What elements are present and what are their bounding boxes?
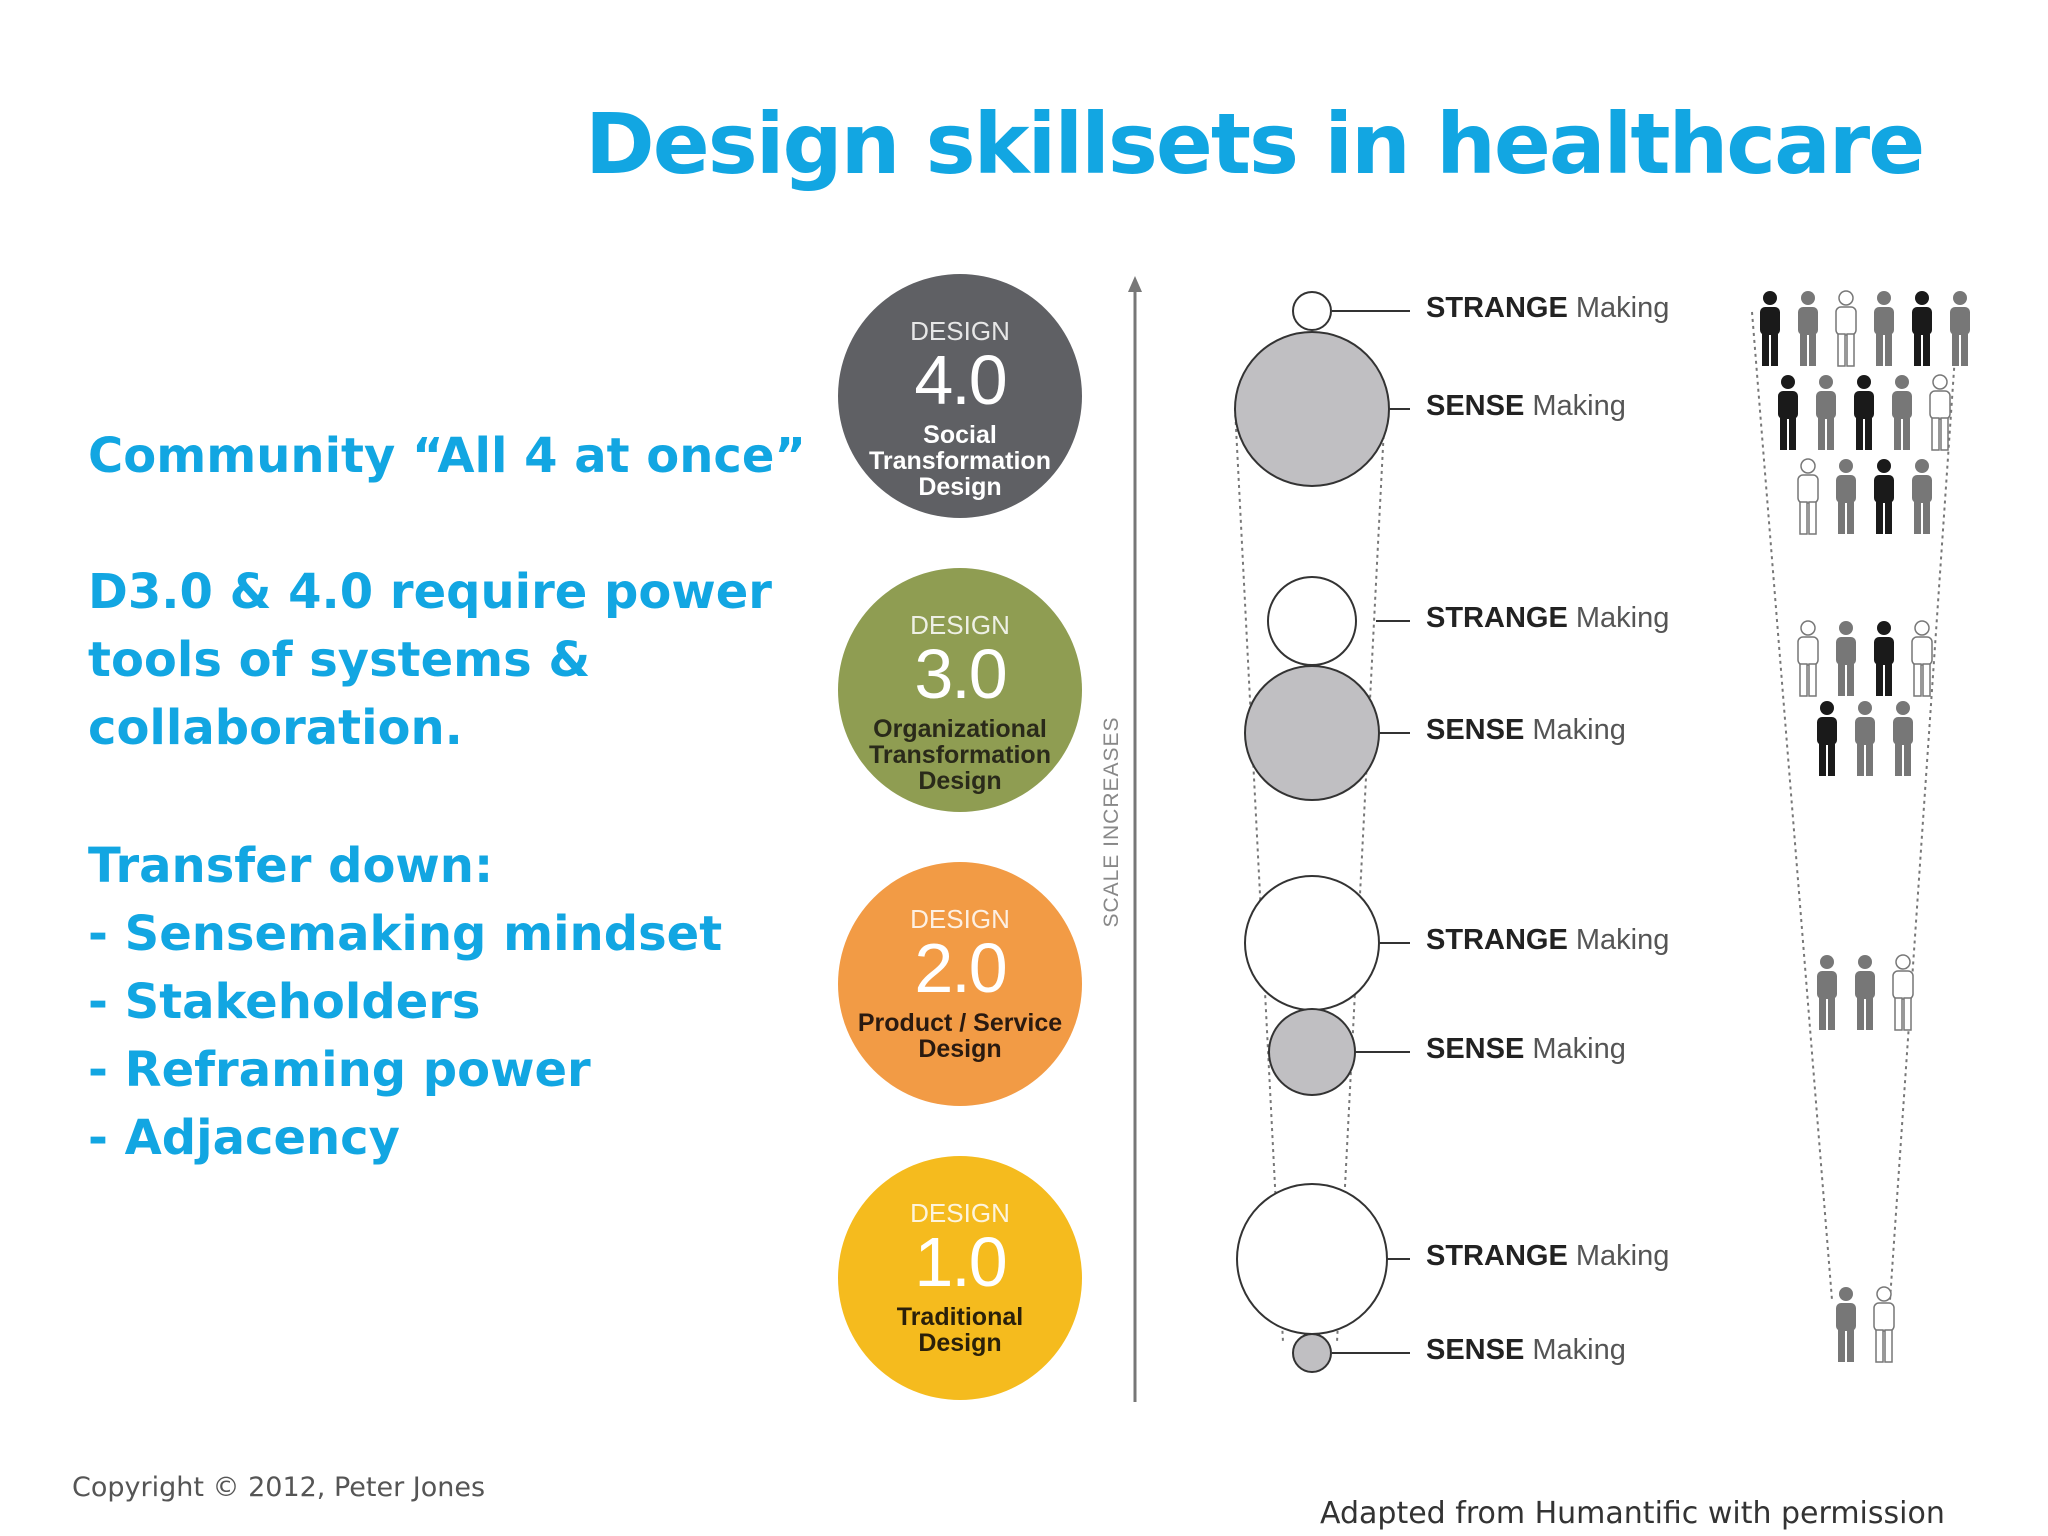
strange-circle-1 — [1236, 1183, 1388, 1335]
strange-circle-2 — [1244, 875, 1380, 1011]
sense-making-label-3: SENSE Making — [1426, 714, 1626, 746]
design-2-circle: DESIGN 2.0 Product / Service Design — [838, 862, 1082, 1106]
strange-making-label-2: STRANGE Making — [1426, 924, 1670, 956]
design-2-label: DESIGN — [910, 904, 1010, 934]
people-group-2 — [1817, 954, 1914, 1031]
design-1-label: DESIGN — [910, 1198, 1010, 1228]
sense-circle-2 — [1268, 1008, 1356, 1096]
bullet-adjacency: - Adjacency — [88, 1110, 400, 1166]
strange-making-label-1: STRANGE Making — [1426, 1240, 1670, 1272]
design-4-subtitle: Social Transformation Design — [869, 421, 1051, 501]
design-3-label: DESIGN — [910, 610, 1010, 640]
sense-circle-4 — [1234, 331, 1390, 487]
design-4-label: DESIGN — [910, 316, 1010, 346]
people-group-1 — [1836, 1286, 1895, 1363]
credit-footer: Adapted from Humantific with permission — [1320, 1496, 1945, 1531]
community-line: Community “All 4 at once” — [88, 428, 806, 484]
transfer-heading: Transfer down: — [88, 838, 494, 894]
slide-title: Design skillsets in healthcare — [585, 95, 1925, 193]
bullet-sensemaking: - Sensemaking mindset — [88, 906, 723, 962]
power-tools-line-3: collaboration. — [88, 700, 463, 756]
strange-making-label-3: STRANGE Making — [1426, 602, 1670, 634]
bullet-stakeholders: - Stakeholders — [88, 974, 481, 1030]
people-group-4 — [1760, 290, 1970, 535]
design-1-subtitle: Traditional Design — [896, 1303, 1024, 1357]
power-tools-line-1: D3.0 & 4.0 require power — [88, 564, 772, 620]
design-2-subtitle: Product / Service Design — [857, 1009, 1063, 1063]
sense-circle-3 — [1244, 665, 1380, 801]
design-1-version: 1.0 — [914, 1223, 1007, 1301]
scale-axis-arrow-icon — [1128, 276, 1142, 292]
people-group-3 — [1797, 620, 1933, 776]
sense-making-label-2: SENSE Making — [1426, 1033, 1626, 1065]
design-2-version: 2.0 — [914, 929, 1007, 1007]
design-3-circle: DESIGN 3.0 Organizational Transformation… — [838, 568, 1082, 812]
strange-making-label-4: STRANGE Making — [1426, 292, 1670, 324]
design-4-circle: DESIGN 4.0 Social Transformation Design — [838, 274, 1082, 518]
people-funnel — [1751, 311, 1959, 1301]
power-tools-line-2: tools of systems & — [88, 632, 591, 688]
design-3-subtitle: Organizational Transformation Design — [869, 715, 1051, 795]
design-3-version: 3.0 — [914, 635, 1007, 713]
strange-circle-4 — [1292, 291, 1332, 331]
sense-making-label-1: SENSE Making — [1426, 1334, 1626, 1366]
sense-making-label-4: SENSE Making — [1426, 390, 1626, 422]
design-4-version: 4.0 — [914, 341, 1007, 419]
bullet-reframing: - Reframing power — [88, 1042, 591, 1098]
scale-axis-label: SCALE INCREASES — [1100, 716, 1123, 927]
copyright-footer: Copyright © 2012, Peter Jones — [72, 1472, 486, 1503]
circle-funnel — [1234, 407, 1386, 1343]
sense-circle-1 — [1292, 1333, 1332, 1373]
strange-circle-3 — [1267, 576, 1357, 666]
design-1-circle: DESIGN 1.0 Traditional Design — [838, 1156, 1082, 1400]
